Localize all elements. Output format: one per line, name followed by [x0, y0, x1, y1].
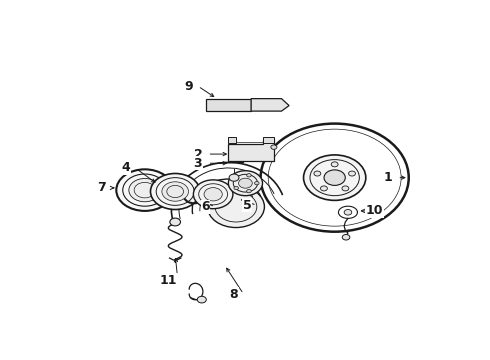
- Polygon shape: [228, 138, 236, 143]
- Text: 11: 11: [160, 274, 177, 287]
- Text: 1: 1: [384, 171, 392, 184]
- Polygon shape: [206, 99, 251, 111]
- Circle shape: [342, 186, 349, 191]
- Polygon shape: [228, 139, 274, 161]
- Text: 3: 3: [194, 157, 202, 170]
- Circle shape: [197, 296, 206, 303]
- Text: 10: 10: [366, 204, 383, 217]
- Circle shape: [303, 155, 366, 201]
- Text: 5: 5: [243, 199, 252, 212]
- Circle shape: [271, 145, 277, 149]
- Circle shape: [170, 218, 180, 226]
- Circle shape: [331, 162, 338, 167]
- Circle shape: [246, 189, 251, 193]
- Circle shape: [150, 174, 200, 210]
- Circle shape: [246, 174, 251, 177]
- Circle shape: [320, 186, 327, 191]
- Circle shape: [344, 210, 352, 215]
- Text: 6: 6: [201, 200, 210, 213]
- Circle shape: [234, 186, 239, 190]
- Text: 9: 9: [184, 80, 193, 93]
- Circle shape: [239, 178, 252, 188]
- Text: 8: 8: [230, 288, 238, 301]
- Circle shape: [129, 179, 161, 202]
- Circle shape: [228, 171, 263, 195]
- Circle shape: [229, 174, 239, 181]
- Circle shape: [342, 234, 350, 240]
- Circle shape: [204, 188, 222, 201]
- Text: 2: 2: [194, 148, 202, 161]
- Text: 7: 7: [97, 181, 105, 194]
- Circle shape: [314, 171, 321, 176]
- Circle shape: [254, 181, 259, 185]
- Text: 4: 4: [122, 161, 130, 175]
- Circle shape: [348, 171, 355, 176]
- Polygon shape: [263, 138, 274, 143]
- Circle shape: [207, 186, 265, 228]
- Circle shape: [324, 170, 345, 185]
- Polygon shape: [251, 99, 289, 111]
- Circle shape: [234, 177, 239, 180]
- Circle shape: [162, 182, 189, 201]
- Circle shape: [116, 169, 173, 211]
- Circle shape: [194, 180, 233, 209]
